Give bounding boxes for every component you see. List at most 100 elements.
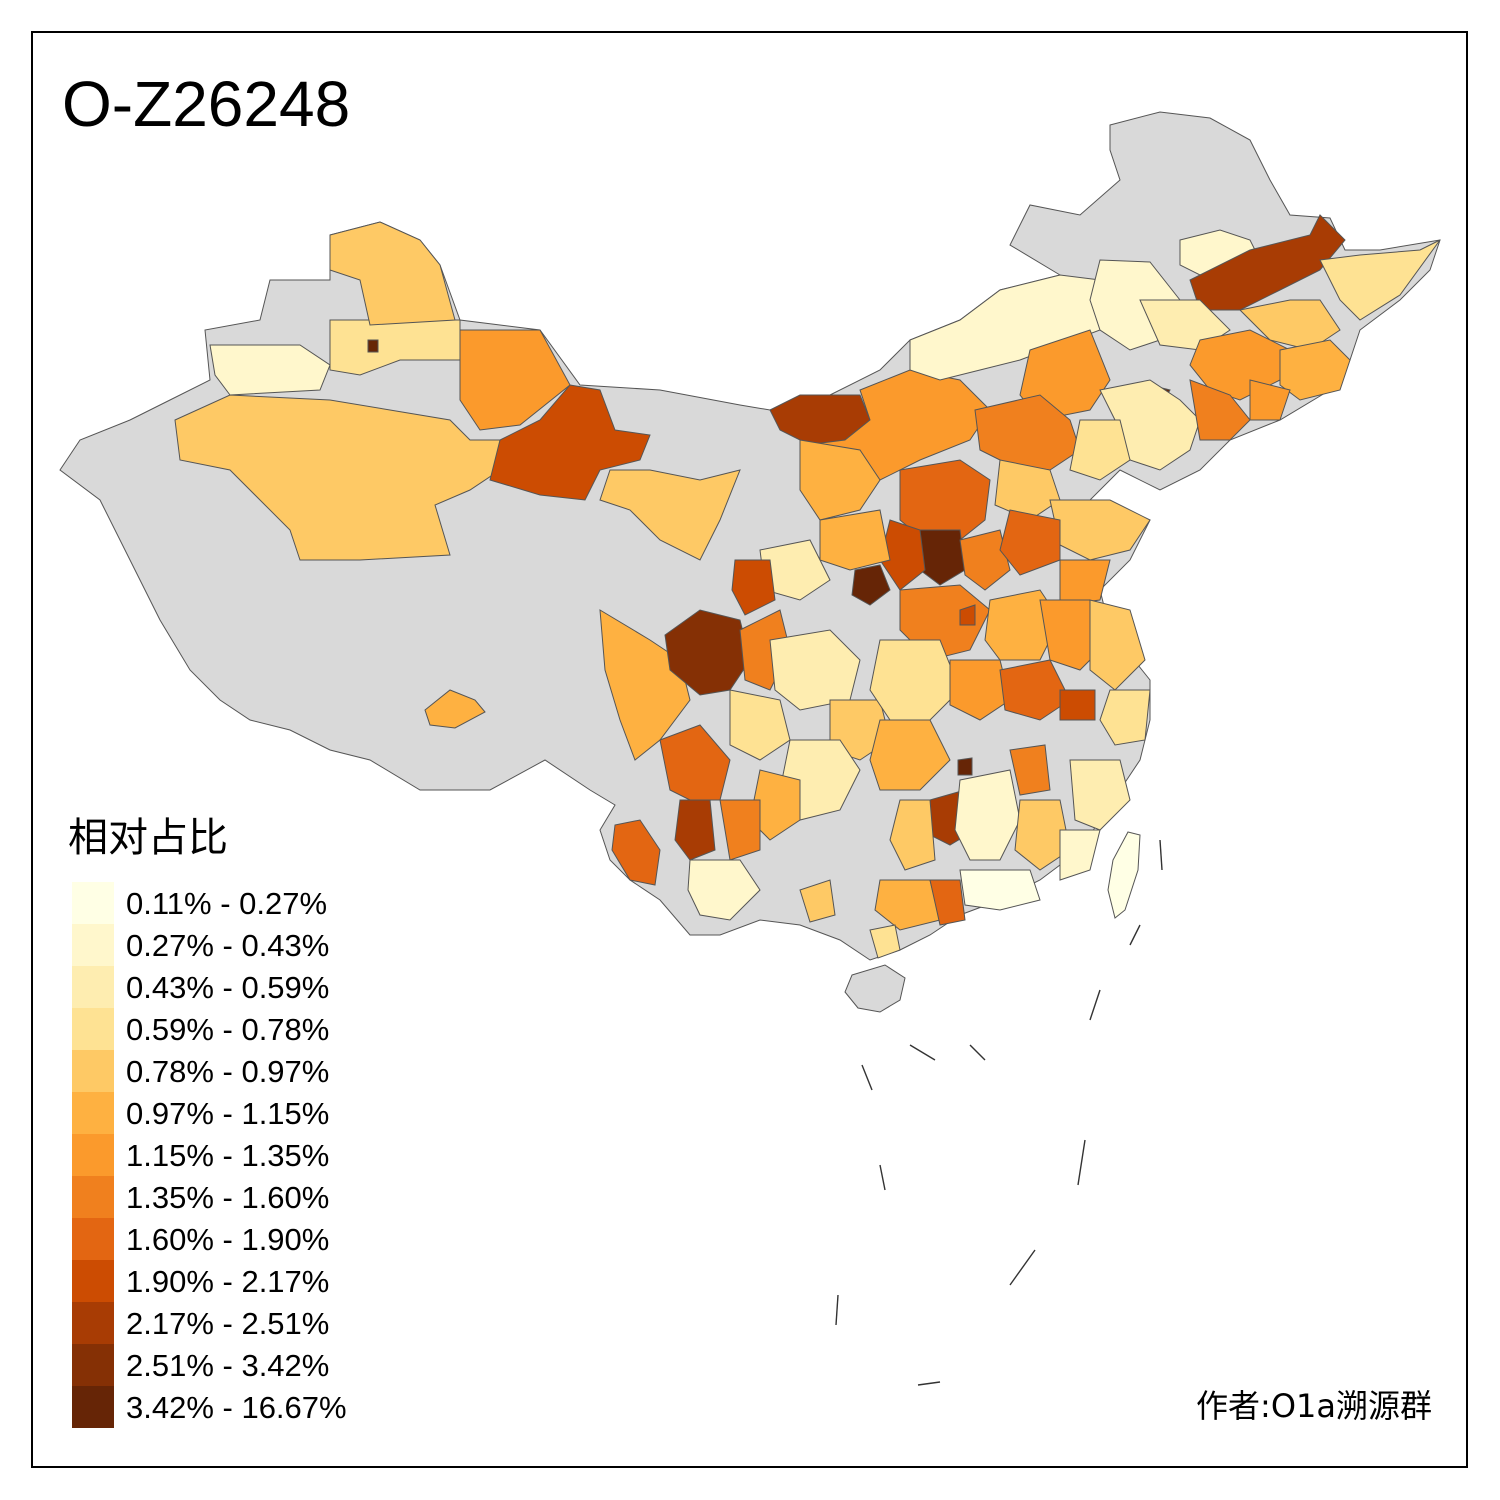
map-region xyxy=(869,719,951,791)
legend-label: 0.97% - 1.15% xyxy=(126,1095,330,1131)
map-region xyxy=(1107,831,1141,919)
legend-item: 2.51% - 3.42% xyxy=(72,1344,347,1386)
map-region xyxy=(1249,379,1291,421)
legend-label: 2.51% - 3.42% xyxy=(126,1347,330,1383)
map-region xyxy=(999,509,1061,576)
map-region xyxy=(799,439,881,521)
legend-item: 1.90% - 2.17% xyxy=(72,1260,347,1302)
map-region xyxy=(719,799,761,861)
map-region xyxy=(1059,559,1111,606)
map-region xyxy=(1069,759,1131,831)
map-title: O-Z26248 xyxy=(62,68,351,140)
legend-label: 0.27% - 0.43% xyxy=(126,927,330,963)
legend-label: 0.43% - 0.59% xyxy=(126,969,330,1005)
map-region xyxy=(959,529,1011,591)
map-region xyxy=(974,394,1081,471)
hainan-island xyxy=(844,964,906,1013)
legend-swatch xyxy=(72,1008,114,1050)
legend-label: 1.90% - 2.17% xyxy=(126,1263,330,1299)
map-region xyxy=(209,344,331,396)
map-region xyxy=(664,609,751,696)
legend-swatch xyxy=(72,1344,114,1386)
legend-item: 3.42% - 16.67% xyxy=(72,1386,347,1428)
legend-title: 相对占比 xyxy=(68,815,228,861)
map-region xyxy=(959,869,1041,911)
map-region xyxy=(869,924,901,959)
map-region xyxy=(424,689,486,729)
map-region xyxy=(994,459,1061,521)
legend-swatch xyxy=(72,924,114,966)
author-credit: 作者:O1a溯源群 xyxy=(1196,1387,1432,1425)
legend-swatch xyxy=(72,1134,114,1176)
map-region xyxy=(599,469,741,561)
map-region xyxy=(957,757,973,776)
island-line xyxy=(1159,839,1163,871)
legend-item: 1.15% - 1.35% xyxy=(72,1134,347,1176)
map-region xyxy=(1089,599,1146,691)
legend-swatch xyxy=(72,1176,114,1218)
island-line xyxy=(917,1381,941,1386)
legend-swatch xyxy=(72,882,114,924)
map-region xyxy=(1319,239,1441,321)
legend-item: 2.17% - 2.51% xyxy=(72,1302,347,1344)
island-line xyxy=(1009,1249,1036,1286)
map-region xyxy=(1099,689,1151,746)
map-region xyxy=(1009,744,1051,796)
legend-item: 1.35% - 1.60% xyxy=(72,1176,347,1218)
map-region xyxy=(329,221,456,326)
map-region xyxy=(329,319,461,376)
island-line xyxy=(1089,989,1101,1021)
legend-label: 2.17% - 2.51% xyxy=(126,1305,330,1341)
map-region xyxy=(687,859,761,921)
island-line xyxy=(1129,924,1141,946)
map-region xyxy=(929,879,966,926)
map-region xyxy=(459,329,571,431)
map-region xyxy=(611,819,661,886)
south-sea-islands xyxy=(835,839,1163,1386)
map-region xyxy=(1069,419,1131,481)
island-line xyxy=(909,1044,936,1061)
map-region xyxy=(899,459,991,546)
map-region xyxy=(1279,339,1351,401)
legend-item: 1.60% - 1.90% xyxy=(72,1218,347,1260)
legend-label: 0.59% - 0.78% xyxy=(126,1011,330,1047)
island-line xyxy=(835,1294,839,1326)
legend-swatch xyxy=(72,1092,114,1134)
legend-item: 0.27% - 0.43% xyxy=(72,924,347,966)
map-region xyxy=(1059,829,1101,881)
legend-item: 0.97% - 1.15% xyxy=(72,1092,347,1134)
map-region xyxy=(1059,689,1096,721)
map-region xyxy=(1189,214,1346,311)
map-region xyxy=(1189,379,1251,441)
legend-swatch xyxy=(72,1050,114,1092)
legend-label: 0.78% - 0.97% xyxy=(126,1053,330,1089)
legend-swatch xyxy=(72,1260,114,1302)
map-region xyxy=(959,604,976,626)
map-region xyxy=(799,879,836,923)
map-region xyxy=(731,559,776,616)
legend-swatch xyxy=(72,1218,114,1260)
legend-label: 1.15% - 1.35% xyxy=(126,1137,330,1173)
map-region xyxy=(851,564,891,606)
map-region xyxy=(674,799,716,861)
map-region xyxy=(729,689,791,761)
map-region xyxy=(954,769,1021,861)
map-region xyxy=(1014,799,1071,871)
island-line xyxy=(969,1044,986,1061)
map-region xyxy=(949,659,1011,721)
legend-label: 1.35% - 1.60% xyxy=(126,1179,330,1215)
map-region xyxy=(489,384,651,501)
legend-label: 1.60% - 1.90% xyxy=(126,1221,330,1257)
island-line xyxy=(1077,1139,1086,1186)
legend-item: 0.59% - 0.78% xyxy=(72,1008,347,1050)
island-line xyxy=(879,1164,886,1191)
island-line xyxy=(861,1064,873,1091)
legend: 0.11% - 0.27% 0.27% - 0.43% 0.43% - 0.59… xyxy=(72,882,347,1428)
map-region xyxy=(819,509,891,571)
legend-swatch xyxy=(72,1386,114,1428)
legend-label: 0.11% - 0.27% xyxy=(126,885,328,921)
legend-item: 0.78% - 0.97% xyxy=(72,1050,347,1092)
legend-swatch xyxy=(72,966,114,1008)
map-region xyxy=(889,799,936,871)
